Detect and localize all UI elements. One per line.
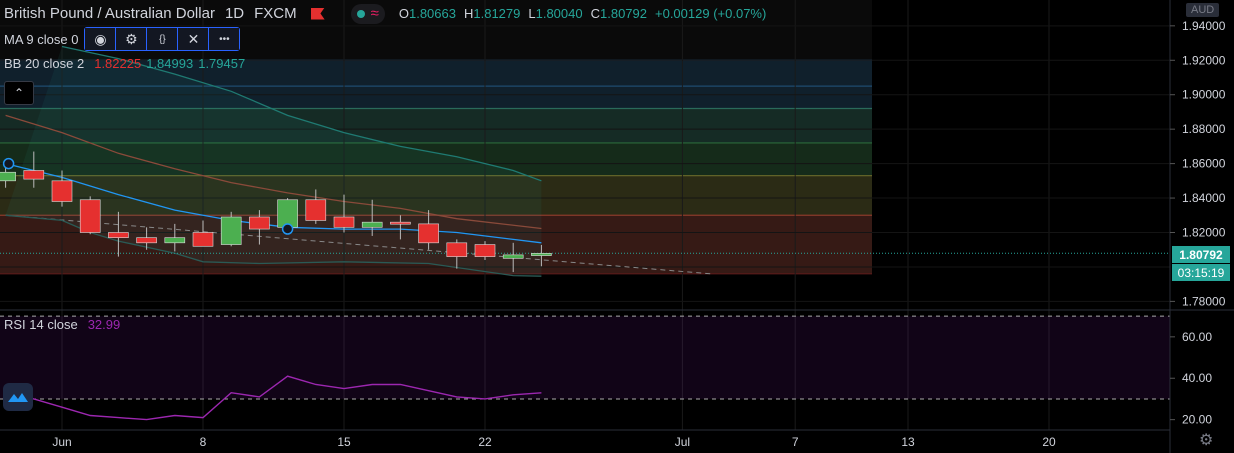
visibility-eye-button[interactable]: ◉ [85, 28, 117, 50]
bb-basis-value: 1.82225 [94, 56, 142, 71]
fib-zone [0, 108, 872, 143]
market-status-badge[interactable]: ≈ [350, 3, 385, 24]
source-code-icon: {} [159, 33, 166, 45]
candle-body [305, 199, 327, 221]
candle-body [0, 171, 16, 182]
ma-marker [281, 223, 294, 235]
candle-body [333, 216, 355, 228]
time-tick-label: 7 [792, 435, 799, 449]
price-tick-label: 1.84000 [1182, 191, 1226, 205]
change-value: +0.00129 (+0.07%) [655, 6, 767, 21]
ohlc-value: 1.80663 [408, 6, 456, 21]
time-tick-label: 13 [901, 435, 915, 449]
candle-body [502, 254, 524, 259]
price-tick-label: 1.88000 [1182, 122, 1226, 136]
ohlc-readout: O1.80663 H1.81279 L1.80040 C1.80792 +0.00129… [399, 6, 766, 21]
bb-indicator-label[interactable]: BB 20 close 2 [4, 56, 85, 71]
time-tick-label: 8 [200, 435, 207, 449]
time-tick-label: Jun [52, 435, 71, 449]
time-tick-label: 22 [478, 435, 492, 449]
candle-body [108, 232, 129, 238]
time-tick-label: Jul [675, 435, 690, 449]
candle-body [23, 170, 45, 180]
ohlc-value: 1.80792 [600, 6, 647, 21]
flag-icon[interactable] [310, 7, 325, 20]
remove-close-icon: ✕ [187, 30, 200, 47]
fib-zone [0, 142, 872, 176]
time-tick-label: 20 [1042, 435, 1056, 449]
rsi-tick-label: 20.00 [1182, 413, 1212, 427]
candle-body [220, 216, 242, 245]
indicator-toolbar: ◉ ⚙ {} ✕ ••• [84, 27, 241, 51]
remove-close-button[interactable]: ✕ [178, 28, 210, 50]
ma-indicator-label[interactable]: MA 9 close 0 [4, 31, 79, 47]
settings-gear-icon[interactable]: ⚙ [1199, 432, 1214, 449]
candle-body [277, 199, 298, 228]
market-open-dot-icon [356, 9, 365, 18]
price-tick-label: 1.82000 [1182, 226, 1226, 240]
fib-zone [0, 175, 872, 216]
candle-body [192, 232, 214, 247]
chevron-up-icon: ⌃ [13, 86, 25, 100]
candle-body [79, 199, 101, 233]
current-price-tag: 1.80792 [1172, 246, 1230, 263]
source-code-button[interactable]: {} [147, 28, 179, 50]
ohlc-value: 1.80040 [535, 6, 583, 21]
ohlc-key: O [398, 6, 409, 21]
price-tick-label: 1.90000 [1182, 88, 1226, 102]
price-tick-label: 1.86000 [1182, 157, 1226, 171]
trendline [5, 214, 711, 275]
fib-zone [0, 86, 872, 109]
candle-body [474, 244, 496, 257]
source-label: FXCM [254, 5, 297, 22]
bb-upper-line [61, 45, 542, 182]
symbol-title[interactable]: British Pound / Australian Dollar [4, 5, 215, 22]
bb-indicator-row[interactable]: BB 20 close 2 1.82225 1.84993 1.79457 [0, 56, 245, 71]
visibility-eye-icon: ◉ [94, 30, 107, 47]
candle-body [418, 223, 439, 244]
chart-header: British Pound / Australian Dollar 1D FXC… [0, 0, 766, 27]
ohlc-value: 1.81279 [473, 6, 521, 21]
candle-body [446, 242, 468, 257]
tradingview-logo-icon[interactable] [3, 383, 33, 411]
candle-body [531, 253, 552, 256]
wave-icon: ≈ [370, 5, 379, 22]
settings-gear-icon: ⚙ [125, 30, 138, 47]
price-tick-label: 1.92000 [1182, 53, 1226, 67]
ohlc-key: C [590, 6, 600, 21]
candle-body [136, 237, 157, 244]
rsi-indicator-label[interactable]: RSI 14 close [4, 317, 78, 332]
candle-body [361, 221, 383, 228]
candle-body [51, 180, 73, 202]
candle-body [164, 237, 186, 244]
more-dots-button[interactable]: ••• [209, 28, 240, 50]
rsi-line [5, 375, 542, 421]
currency-badge: AUD [1186, 3, 1220, 17]
rsi-tick-label: 60.00 [1182, 330, 1212, 344]
rsi-band-fill [0, 316, 1170, 399]
bb-band-fill [5, 46, 542, 277]
bb-upper-value: 1.84993 [146, 56, 194, 71]
rsi-indicator-row[interactable]: RSI 14 close 32.99 [0, 317, 120, 332]
bb-lower-value: 1.79457 [198, 56, 246, 71]
rsi-value: 32.99 [87, 317, 121, 332]
collapse-indicators-button[interactable]: ⌃ [4, 81, 34, 105]
ma-indicator-row[interactable]: MA 9 close 0 ◉ ⚙ {} ✕ ••• [0, 27, 241, 51]
candle-body [249, 216, 270, 230]
ohlc-key: L [528, 6, 536, 21]
timeframe-label[interactable]: 1D [224, 5, 245, 22]
price-tick-label: 1.78000 [1182, 294, 1226, 308]
time-tick-label: 15 [337, 435, 351, 449]
more-dots-icon: ••• [219, 33, 230, 45]
price-tick-label: 1.94000 [1182, 19, 1226, 33]
countdown-tag: 03:15:19 [1172, 264, 1230, 281]
ohlc-key: H [463, 6, 474, 21]
settings-gear-button[interactable]: ⚙ [116, 28, 148, 50]
ma-marker [2, 157, 15, 170]
fib-zone [0, 60, 872, 87]
rsi-tick-label: 40.00 [1182, 371, 1212, 385]
candle-body [390, 221, 411, 225]
